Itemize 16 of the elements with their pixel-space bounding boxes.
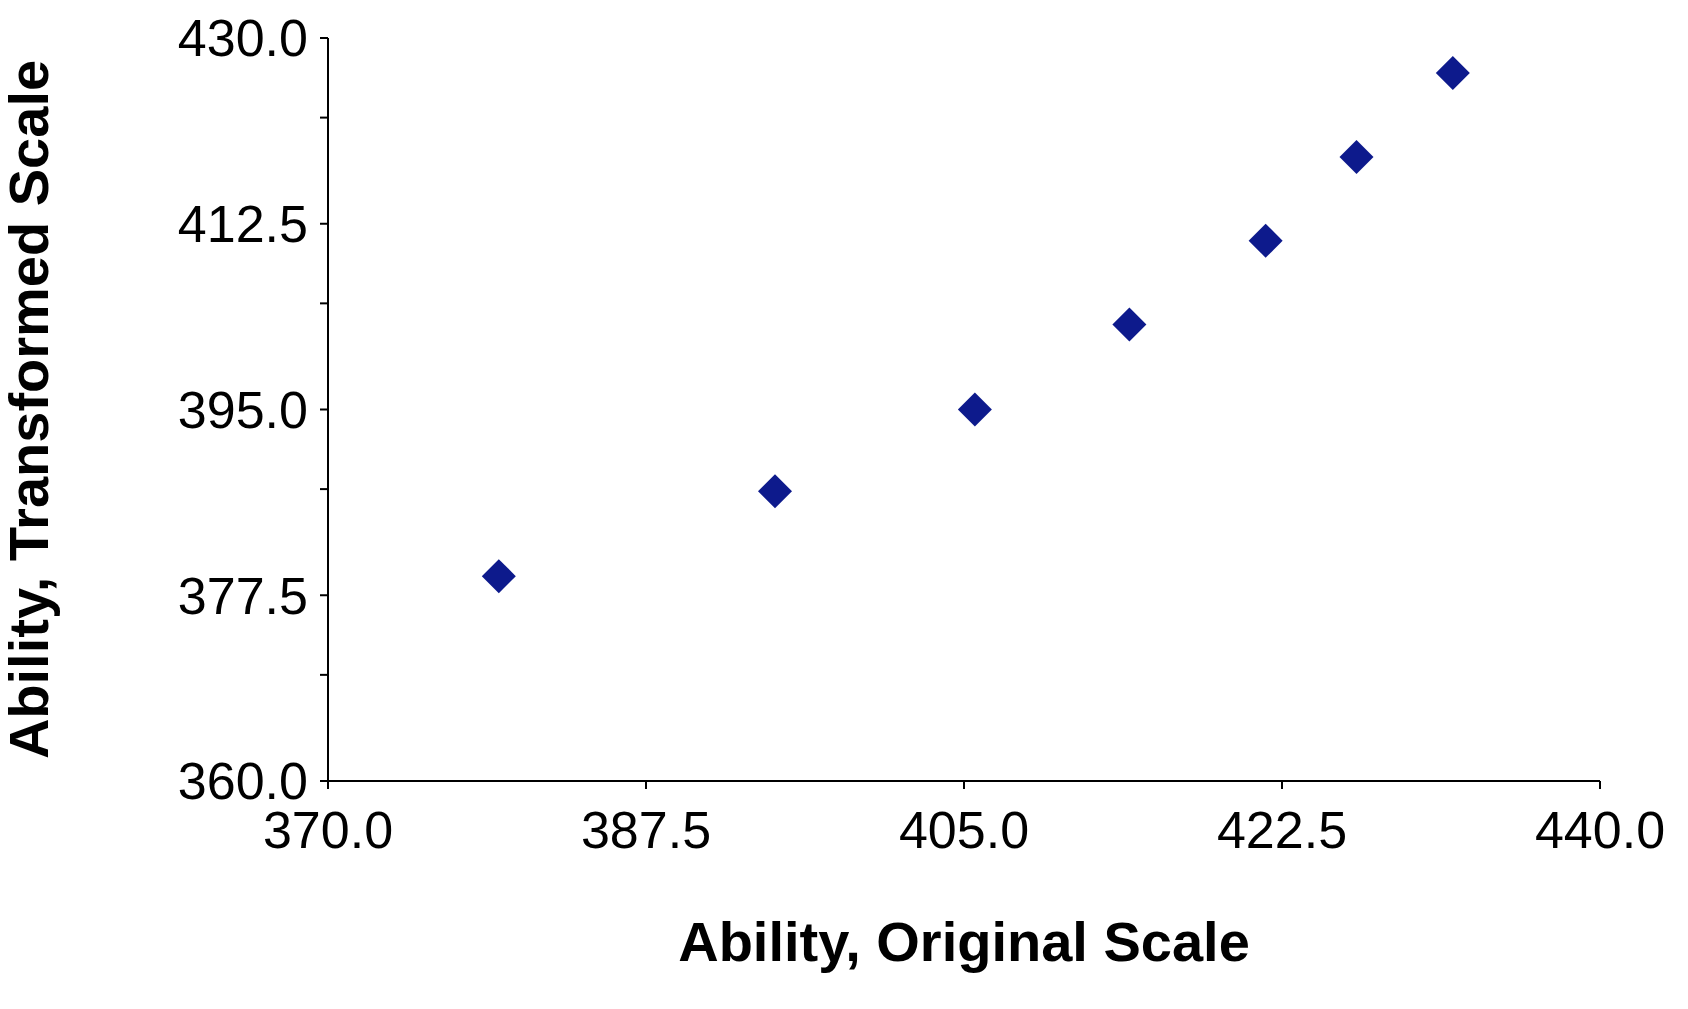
point xyxy=(1435,56,1470,91)
point xyxy=(758,474,793,509)
x-axis-title: Ability, Original Scale xyxy=(678,910,1250,973)
y-tick-label: 377.5 xyxy=(177,566,308,625)
x-tick-label: 387.5 xyxy=(580,800,712,859)
x-tick-label: 422.5 xyxy=(1216,800,1348,859)
point xyxy=(957,392,992,427)
x-tick-label: 440.0 xyxy=(1534,800,1666,859)
point xyxy=(481,559,516,594)
point xyxy=(1339,139,1374,174)
y-tick-label: 395.0 xyxy=(177,380,308,439)
y-tick-label: 412.5 xyxy=(177,195,308,254)
point xyxy=(1112,307,1147,342)
y-tick-label: 430.0 xyxy=(177,9,308,68)
point xyxy=(1248,223,1283,258)
x-tick-label: 405.0 xyxy=(898,800,1030,859)
